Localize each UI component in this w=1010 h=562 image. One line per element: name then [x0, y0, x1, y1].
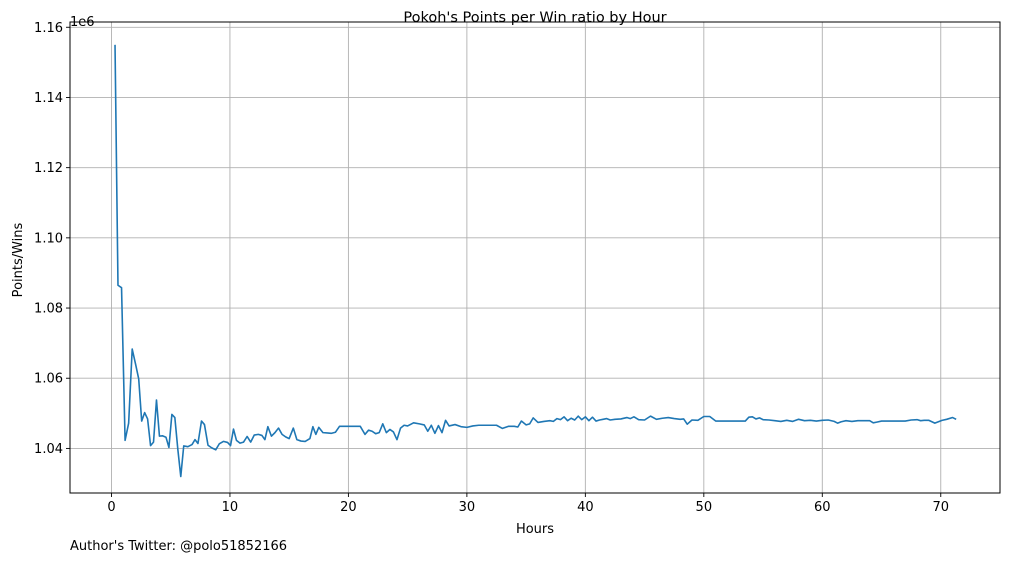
y-offset-label: 1e6: [70, 15, 95, 30]
x-tick-label: 70: [932, 500, 949, 515]
x-tick-label: 60: [814, 500, 831, 515]
y-tick-label: 1.16: [34, 21, 63, 36]
chart-title: Pokoh's Points per Win ratio by Hour: [403, 10, 666, 26]
y-tick-label: 1.12: [34, 161, 63, 176]
author-footnote: Author's Twitter: @polo51852166: [70, 539, 287, 554]
series-layer: [114, 44, 957, 478]
y-tick-label: 1.08: [34, 302, 63, 317]
x-axis: 0 10 20 30 40 50 60 70: [107, 493, 949, 515]
grid: [70, 22, 1000, 493]
series-line: [114, 44, 957, 478]
y-tick-label: 1.10: [34, 231, 63, 246]
y-tick-label: 1.06: [34, 372, 63, 387]
x-axis-label: Hours: [516, 522, 554, 537]
y-tick-label: 1.04: [34, 442, 63, 457]
x-tick-label: 50: [696, 500, 713, 515]
y-tick-label: 1.14: [34, 91, 63, 106]
y-axis: 1.04 1.06 1.08 1.10 1.12 1.14 1.16: [34, 21, 70, 457]
x-tick-label: 20: [340, 500, 357, 515]
x-tick-label: 40: [577, 500, 594, 515]
y-axis-label: Points/Wins: [11, 222, 26, 297]
x-tick-label: 0: [107, 500, 115, 515]
x-tick-label: 30: [459, 500, 476, 515]
x-tick-label: 10: [222, 500, 239, 515]
plot-frame: [69, 21, 1001, 494]
